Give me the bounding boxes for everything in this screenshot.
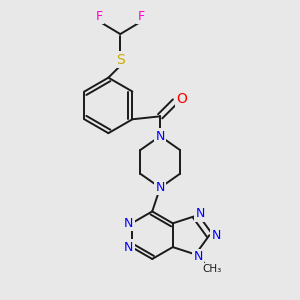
Text: N: N (194, 250, 203, 263)
Text: N: N (124, 241, 134, 254)
Text: N: N (155, 130, 165, 142)
Text: O: O (176, 92, 188, 106)
Text: S: S (116, 53, 125, 67)
Text: F: F (137, 10, 145, 23)
Text: CH₃: CH₃ (203, 264, 222, 274)
Text: N: N (124, 217, 134, 230)
Text: N: N (212, 229, 221, 242)
Text: F: F (96, 10, 103, 23)
Text: N: N (196, 208, 205, 220)
Text: N: N (155, 181, 165, 194)
